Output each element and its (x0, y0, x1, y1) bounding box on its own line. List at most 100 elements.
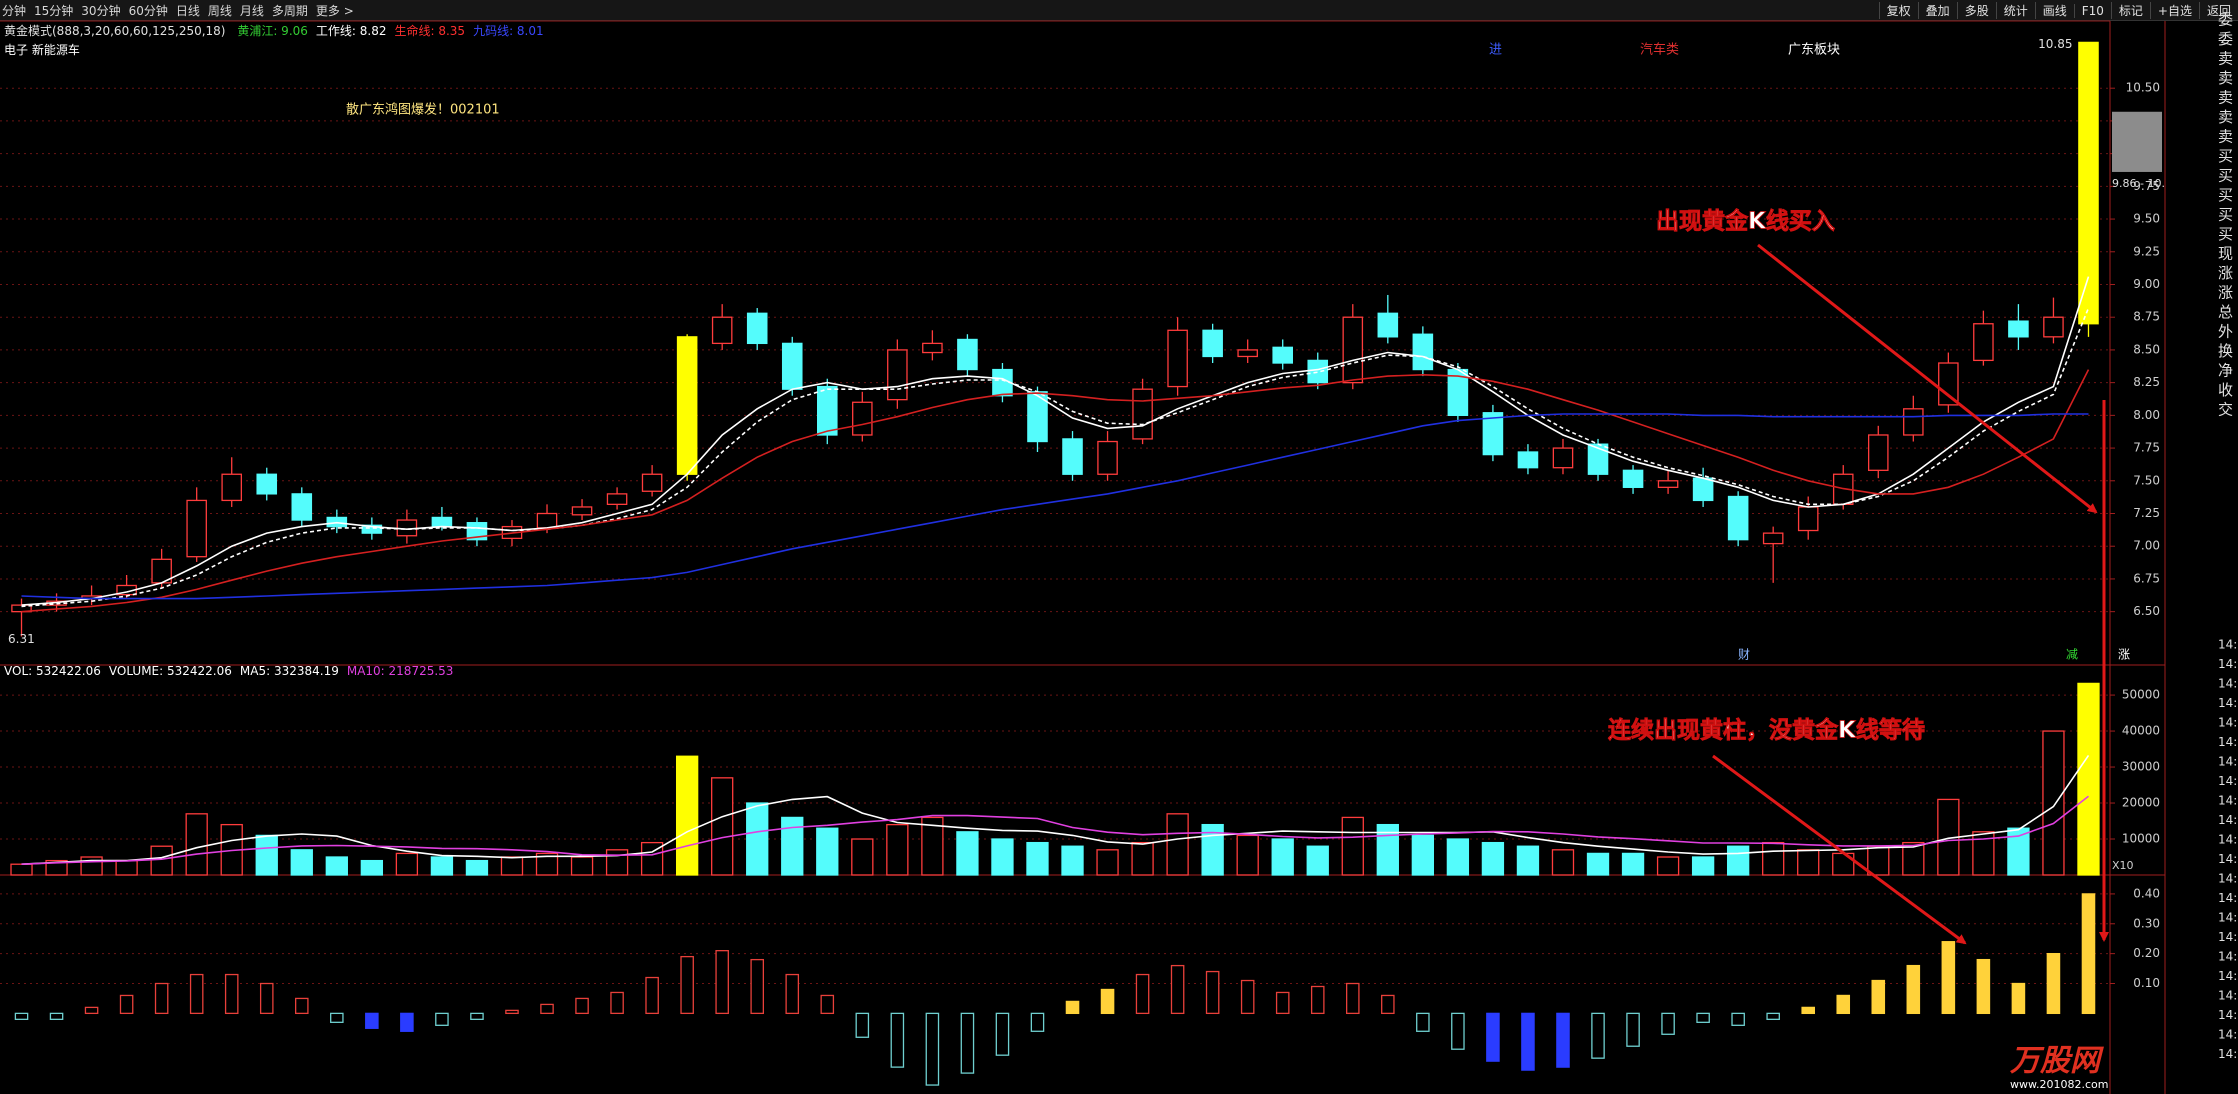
bar (925, 1012, 940, 1086)
y-tick-label: 9.50 (2133, 212, 2160, 226)
event-label: 涨 (2118, 647, 2130, 662)
bar (855, 1012, 870, 1038)
volume-value: MA5: 332384.19 (239, 664, 339, 678)
bar (851, 838, 874, 876)
y-tick-label: 8.50 (2133, 342, 2160, 356)
volume-value: VOL: 532422.06 (4, 664, 101, 678)
y-tick-label: 9.25 (2133, 244, 2160, 258)
bar (960, 1012, 975, 1074)
bar (1341, 816, 1364, 876)
bar (781, 816, 804, 876)
gap-label: 9.86 - 10. (2112, 177, 2165, 190)
y-tick-label: 0.30 (2133, 916, 2160, 930)
bar (1201, 823, 1224, 876)
bar (259, 982, 274, 1015)
time-label: 14: (2218, 969, 2237, 983)
candle-body (711, 316, 733, 345)
annotation: 汽车类 (1640, 42, 1679, 58)
annotation: 广东板块 (1788, 43, 1840, 58)
bar (886, 823, 909, 876)
bar (1836, 994, 1851, 1015)
annotation: 出现黄金K线买入 (1656, 208, 1835, 235)
bar (1166, 813, 1189, 876)
toolbar-button[interactable]: F10 (2073, 3, 2111, 18)
candle-body (1552, 447, 1574, 469)
toolbar-button[interactable]: 标记 (2110, 1, 2150, 19)
ma-line (21, 369, 2090, 613)
bar (505, 1009, 519, 1015)
toolbar: 分钟 15分钟 30分钟 60分钟 日线 周线 月线 多周期 更多 > 复权 叠加 多股 统计 画线 F1… (0, 0, 2238, 21)
indicator-value: 生命线: 8.35 (394, 24, 466, 38)
volume-value: MA10: 218725.53 (346, 664, 454, 678)
time-label: 14: (2218, 794, 2237, 808)
quote-label: 委 (2218, 30, 2233, 48)
bar (1381, 994, 1395, 1015)
bar (1656, 856, 1680, 876)
bar (1170, 964, 1185, 1015)
bar (1376, 823, 1399, 876)
quote-label: 交 (2218, 401, 2233, 419)
y-tick-label: 50000 (2122, 688, 2160, 702)
bar (295, 997, 309, 1015)
y-tick-label: 30000 (2122, 760, 2160, 774)
candle-body (746, 312, 768, 345)
bar (575, 997, 589, 1015)
period-tab: 月线 (239, 3, 264, 18)
period-tab: 30分钟 (81, 3, 121, 18)
ma-line (21, 413, 2089, 600)
bar (360, 859, 384, 876)
arrow (1712, 754, 1967, 945)
bar (1521, 1012, 1535, 1071)
bar (991, 838, 1014, 876)
quote-label: 买 (2218, 167, 2233, 185)
indicator-value: 黄浦江: 9.06 (237, 24, 308, 38)
toolbar-button[interactable]: 多股 (1956, 1, 1996, 19)
candle-body (2008, 320, 2029, 338)
candle-body (1657, 480, 1679, 488)
bar (1205, 970, 1220, 1015)
candle-body (1622, 469, 1644, 488)
candle-body (466, 522, 488, 541)
period-tab: 周线 (207, 3, 232, 18)
annotation: 散广东鸿图爆发！002101 (346, 102, 500, 118)
bar (1556, 1012, 1570, 1068)
toolbar-button[interactable]: +自选 (2149, 1, 2199, 19)
bar (1591, 1012, 1605, 1059)
candle-body (1167, 329, 1188, 388)
quote-label: 外 (2218, 323, 2233, 341)
candle-body (606, 493, 628, 505)
sector: 电子 新能源车 (4, 43, 80, 57)
bar (1797, 849, 1820, 876)
indicator-value: 九码线: 8.01 (473, 24, 544, 38)
watermark-url: www.201082.com (2010, 1078, 2108, 1091)
bar (1906, 964, 1921, 1015)
y-tick-label: 6.50 (2133, 604, 2160, 618)
period-tabs: 分钟 15分钟 30分钟 60分钟 日线 周线 月线 多周期 更多 > (0, 2, 360, 19)
bar (1941, 941, 1956, 1015)
candle-body (957, 338, 978, 371)
bar (1065, 1000, 1080, 1015)
toolbar-button[interactable]: 统计 (1995, 1, 2035, 19)
bar (1446, 838, 1470, 876)
toolbar-button[interactable]: 叠加 (1917, 1, 1957, 19)
y-tick-label: 0.20 (2133, 946, 2160, 960)
toolbar-button[interactable]: 复权 (1878, 1, 1918, 19)
y-tick-label: 7.75 (2133, 441, 2160, 455)
y-tick-label: 7.50 (2133, 473, 2160, 487)
y-tick-label: 40000 (2122, 724, 2160, 738)
quote-label: 换 (2218, 342, 2233, 360)
quote-label: 委 (2218, 11, 2233, 29)
candle-body (1377, 312, 1399, 338)
toolbar-button[interactable]: 画线 (2034, 1, 2074, 19)
bar (465, 859, 489, 876)
candle-body (536, 512, 558, 529)
bar (1275, 991, 1290, 1015)
bar (115, 859, 138, 876)
bar (1867, 845, 1890, 876)
bar (2011, 982, 2026, 1015)
quote-label: 涨 (2218, 284, 2233, 302)
period-tab: 多周期 (271, 3, 308, 18)
bar (956, 831, 979, 876)
bar (1976, 958, 1991, 1015)
toolbar-button[interactable]: 返回 (2198, 1, 2238, 19)
